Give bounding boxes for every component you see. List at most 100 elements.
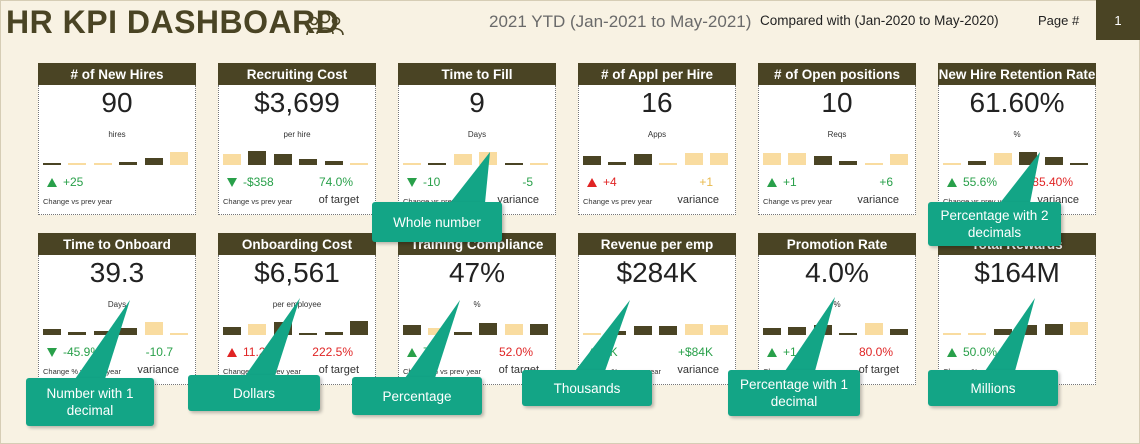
sparkbar: [248, 323, 267, 335]
sparkbar: [608, 161, 627, 165]
sparkbar: [1044, 157, 1063, 165]
kpi-title: Revenue per emp: [578, 233, 736, 255]
sparkbar: [223, 153, 241, 165]
kpi-card[interactable]: # of Appl per Hire 16 Apps +4 Change vs prev…: [578, 63, 736, 215]
kpi-body: 10 Reqs +1 Change vs prev year +6 variance: [758, 85, 916, 215]
kpi-value: $284K: [616, 257, 698, 288]
sparkbar: [93, 163, 112, 165]
kpi-body: $6,561 per employee 11.2 Change % vs prev y…: [218, 255, 376, 385]
kpi-sparkbars: [763, 319, 911, 335]
kpi-value: 4.0%: [805, 257, 869, 288]
kpi-change-value: 7: [423, 345, 430, 359]
kpi-change: 7: [407, 345, 430, 359]
kpi-target-value: 52.0%: [498, 345, 533, 359]
kpi-card[interactable]: Training Compliance 47%% 7 Change % vs prev…: [398, 233, 556, 385]
format-callout: Number with 1 decimal: [26, 378, 154, 426]
kpi-unit: %: [473, 300, 481, 309]
sparkbar: [583, 156, 601, 165]
kpi-change: -45.9%: [47, 345, 101, 359]
sparkbar: [144, 322, 163, 335]
kpi-card[interactable]: Recruiting Cost $3,699 per hire -$358 Change…: [218, 63, 376, 215]
sparkbar: [864, 323, 883, 335]
kpi-sparkbars: [943, 149, 1091, 165]
kpi-unit: Apps: [647, 130, 667, 139]
sparkbar: [839, 161, 858, 165]
kpi-change-label: Change vs prev year: [943, 197, 1012, 206]
kpi-change-value: 55.6%: [963, 175, 998, 189]
format-callout: Percentage with 1 decimal: [728, 370, 860, 416]
kpi-body: 47%% 7 Change % vs prev year 52.0% of target: [398, 255, 556, 385]
sparkbar: [93, 331, 112, 335]
sparkbar: [403, 163, 421, 165]
kpi-body: 4.0%%+1.0Change % vs prev year80.0%of ta…: [758, 255, 916, 385]
kpi-card[interactable]: Onboarding Cost $6,561 per employee 11.2 Cha…: [218, 233, 376, 385]
sparkbar: [299, 158, 318, 165]
kpi-change: +1: [767, 175, 797, 189]
sparkbar: [43, 163, 61, 165]
sparkbar: [968, 161, 987, 165]
kpi-change-value: 9K: [603, 345, 618, 359]
sparkbar: [479, 152, 498, 165]
kpi-change-label: Change vs prev year: [583, 197, 653, 206]
kpi-value: 10: [821, 87, 853, 118]
kpi-sparkbars: [943, 319, 1091, 335]
kpi-title: Time to Onboard: [38, 233, 196, 255]
kpi-target-value: +1: [699, 175, 713, 189]
kpi-value: $164M: [974, 257, 1060, 288]
kpi-title: Promotion Rate: [758, 233, 916, 255]
kpi-unit: Days: [107, 300, 127, 309]
sparkbar: [763, 327, 781, 335]
kpi-target-label: of target: [318, 364, 359, 376]
kpi-title: Recruiting Cost: [218, 63, 376, 85]
kpi-title: Onboarding Cost: [218, 233, 376, 255]
sparkbar: [299, 332, 318, 335]
sparkbar: [119, 327, 138, 335]
sparkbar: [43, 329, 61, 335]
triangle-up-icon: [947, 348, 957, 358]
kpi-change-label: Change % vs prev year: [403, 367, 481, 376]
kpi-change: 50.0%: [947, 345, 997, 359]
kpi-sparkbars: [403, 149, 551, 165]
sparkbar: [350, 163, 368, 165]
sparkbar: [993, 153, 1012, 165]
sparkbar: [1019, 325, 1038, 335]
sparkbar: [864, 163, 883, 165]
kpi-sparkbars: [403, 319, 551, 335]
sparkbar: [68, 163, 87, 165]
kpi-unit: per hire: [283, 130, 311, 139]
kpi-change-label: Change vs prev year: [403, 197, 472, 206]
page-title: HR KPI DASHBOARD: [6, 4, 340, 40]
sparkbar: [170, 152, 188, 165]
kpi-target-value: 222.5%: [312, 345, 353, 359]
kpi-value: 39.3: [89, 257, 145, 288]
kpi-target-label: of target: [858, 364, 899, 376]
sparkbar: [504, 323, 523, 335]
kpi-change: +25: [47, 175, 83, 189]
sparkbar: [684, 153, 703, 165]
kpi-body: 16 Apps +4 Change vs prev year +1 variance: [578, 85, 736, 215]
kpi-target-label: variance: [137, 364, 179, 376]
sparkbar: [223, 327, 241, 335]
kpi-body: 9 Days -10 Change vs prev year -5 variance: [398, 85, 556, 215]
page-label: Page #: [1038, 13, 1080, 28]
kpi-card[interactable]: # of New Hires 90 hires +25 Change vs prev y…: [38, 63, 196, 215]
triangle-down-icon: [407, 178, 417, 188]
kpi-change-value: +1.0: [783, 345, 807, 359]
format-callout: Whole number: [372, 202, 502, 242]
format-callout: Thousands: [522, 370, 652, 406]
kpi-change-value: +1: [783, 175, 797, 189]
kpi-card[interactable]: # of Open positions 10 Reqs +1 Change vs pre…: [758, 63, 916, 215]
kpi-card[interactable]: Revenue per emp$284K9KChange % vs prev y…: [578, 233, 736, 385]
kpi-change: +1.0: [767, 345, 807, 359]
sparkbar: [350, 320, 368, 335]
kpi-target-label: variance: [677, 364, 719, 376]
page-number[interactable]: 1: [1096, 0, 1140, 40]
sparkbar: [1070, 322, 1088, 335]
sparkbar: [583, 333, 601, 335]
kpi-card[interactable]: Time to Onboard 39.3 Days -45.9% Change % vs…: [38, 233, 196, 385]
sparkbar: [119, 161, 138, 165]
